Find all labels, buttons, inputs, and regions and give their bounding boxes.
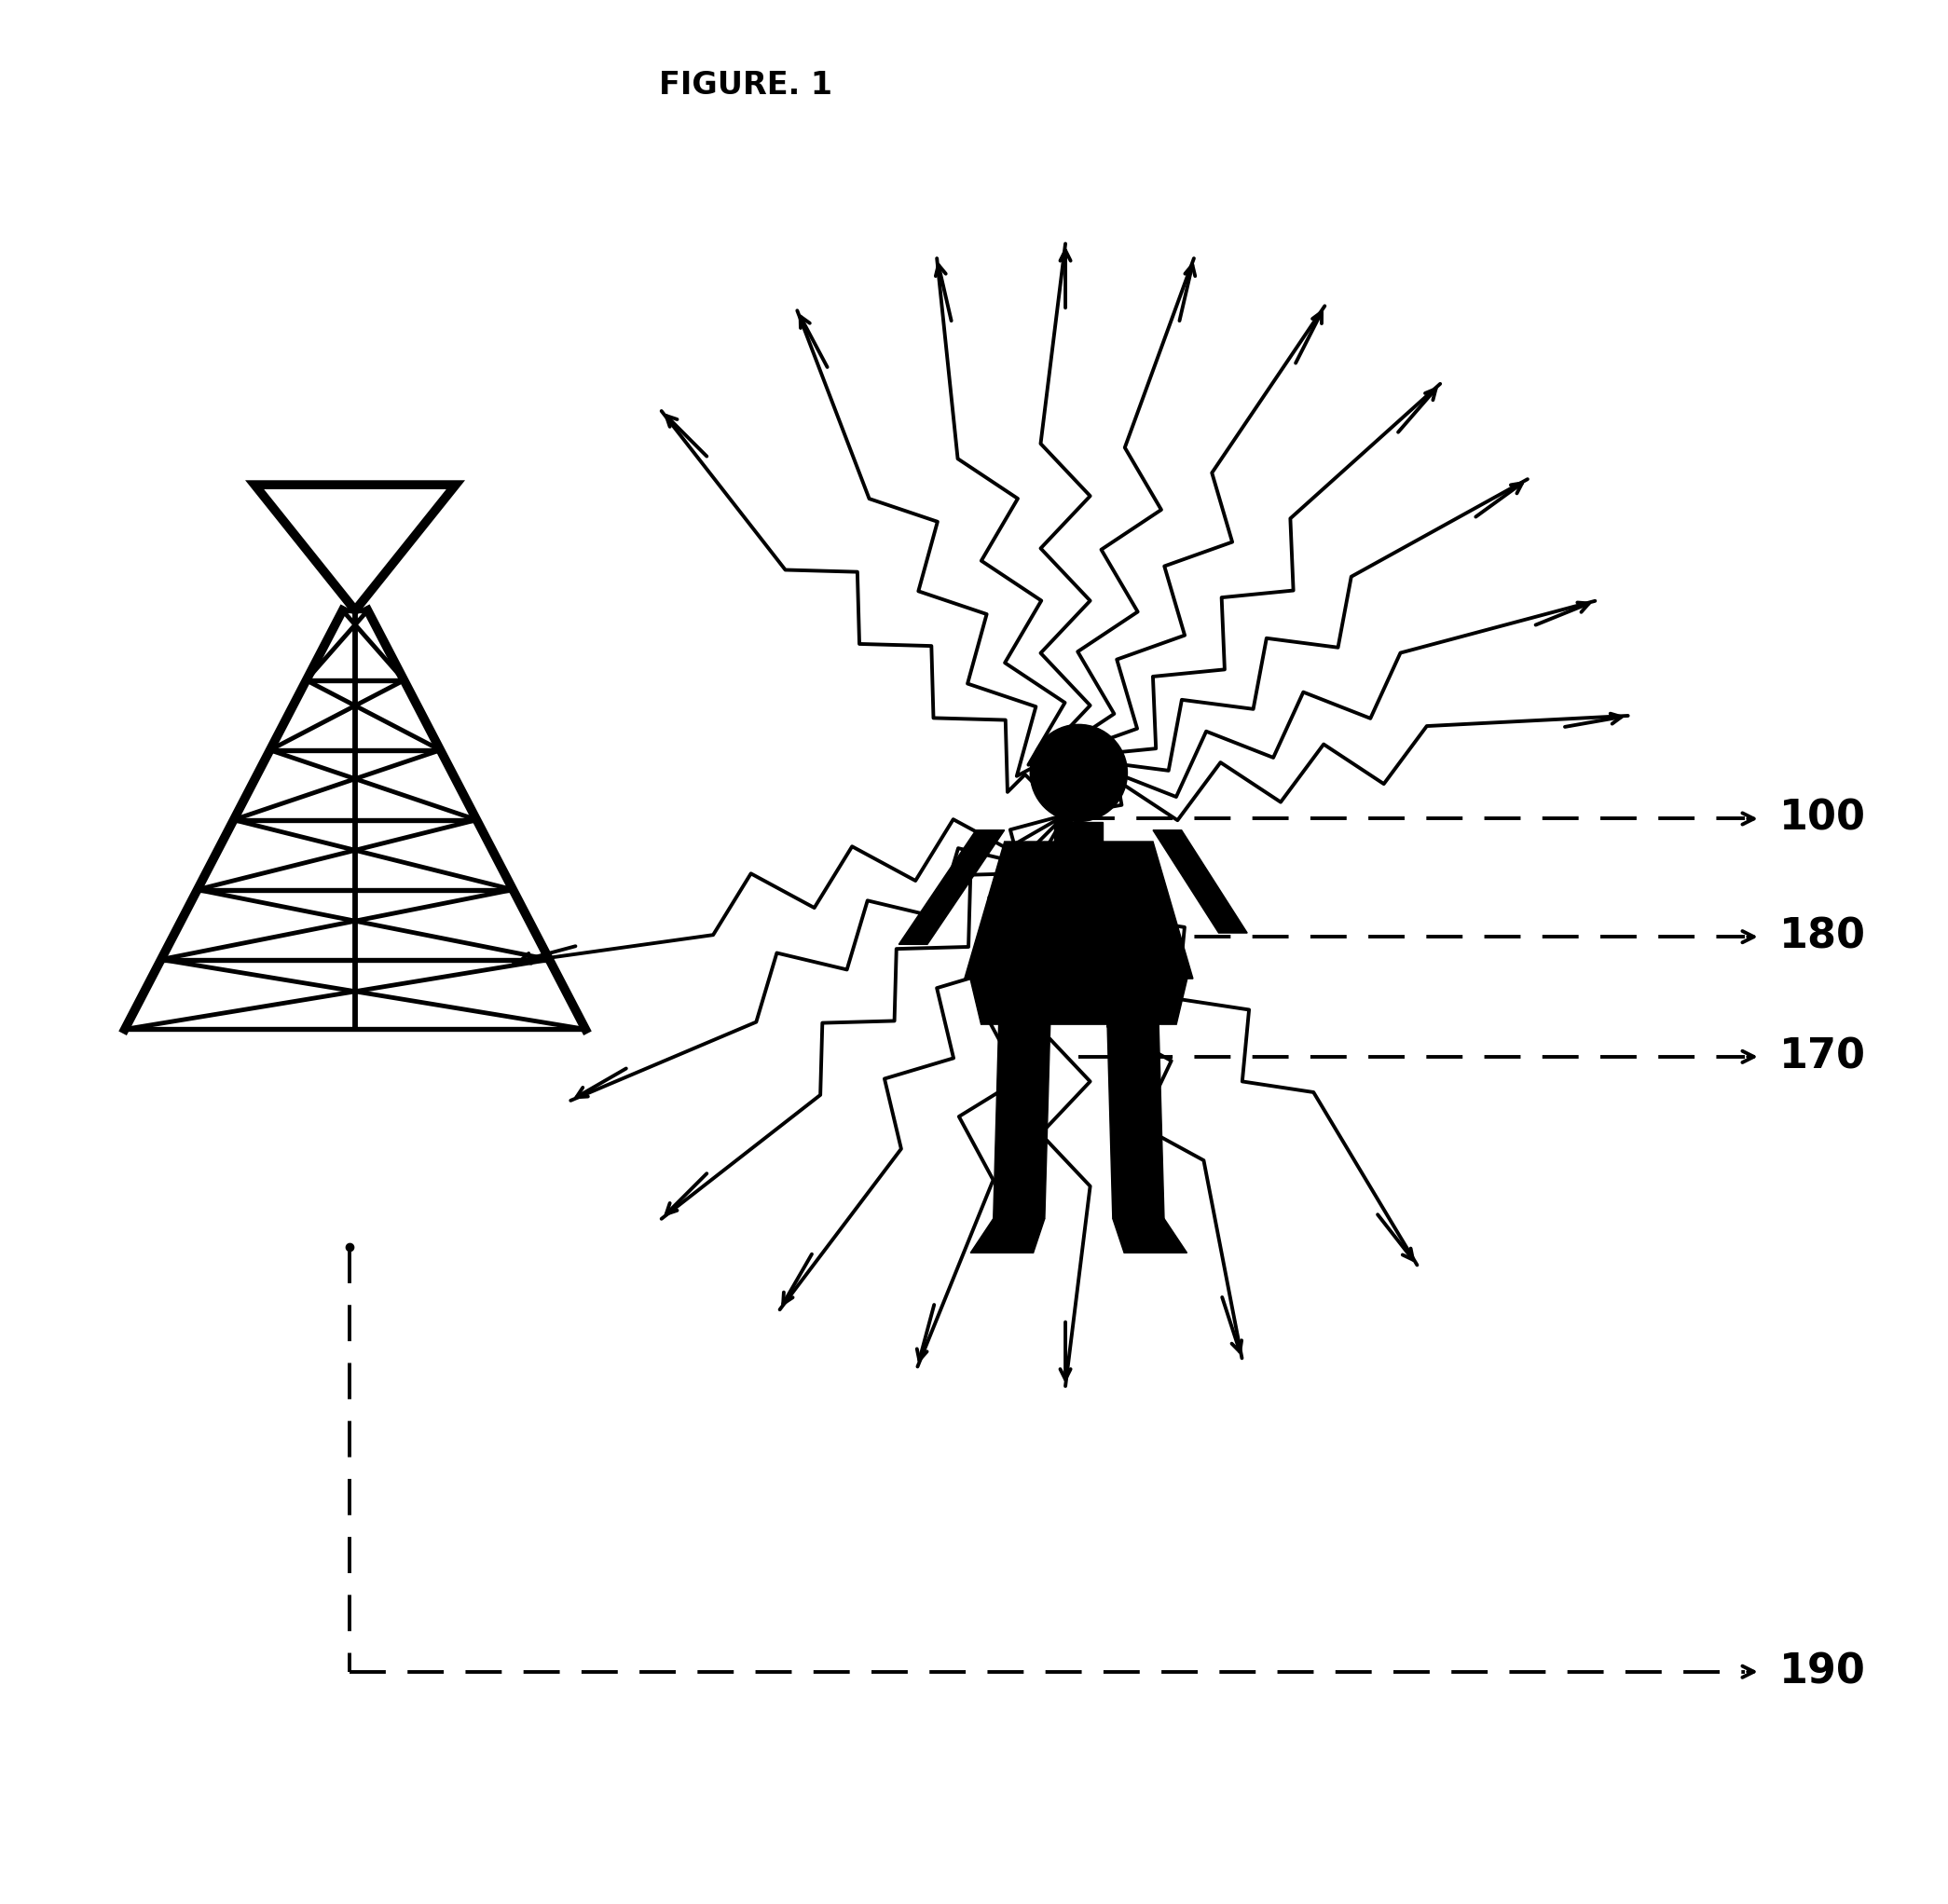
Polygon shape — [970, 1219, 1044, 1253]
Polygon shape — [898, 830, 1005, 944]
Polygon shape — [993, 1024, 1050, 1219]
Polygon shape — [964, 842, 1192, 979]
Polygon shape — [1153, 830, 1247, 933]
Polygon shape — [1106, 1024, 1165, 1219]
Polygon shape — [1112, 1219, 1186, 1253]
Text: 170: 170 — [1779, 1036, 1866, 1078]
Polygon shape — [1054, 821, 1103, 842]
Text: 190: 190 — [1779, 1651, 1866, 1693]
Text: FIGURE. 1: FIGURE. 1 — [658, 70, 832, 101]
Text: 100: 100 — [1779, 798, 1866, 840]
Polygon shape — [970, 979, 1186, 1024]
Text: 180: 180 — [1779, 916, 1866, 958]
Circle shape — [1030, 724, 1128, 823]
